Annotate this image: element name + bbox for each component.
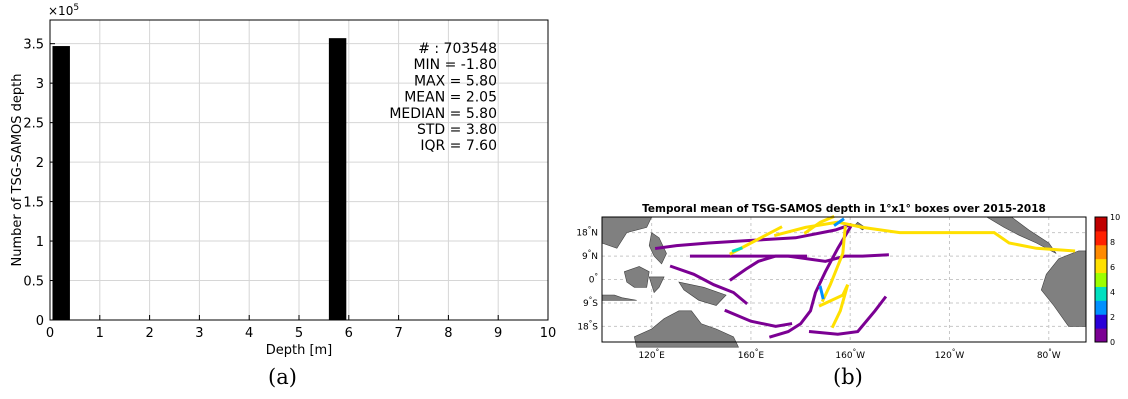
x-axis-label: Depth [m] [266, 343, 333, 358]
plot-frame [49, 19, 549, 321]
y-tick-label: 0.5 [23, 275, 44, 290]
ship-track [654, 222, 853, 250]
stats-line: MIN = -1.80 [413, 57, 497, 73]
ship-track [768, 225, 853, 339]
x-tick-label: 10 [540, 326, 557, 341]
lon-tick-label: 120°E [638, 348, 665, 361]
lat-tick-label: 18°S [577, 319, 598, 332]
map-panel: Temporal mean of TSG-SAMOS depth in 1°x1… [576, 203, 1120, 361]
stats-line: MEDIAN = 5.80 [389, 106, 497, 122]
colorbar-segment [1095, 217, 1107, 232]
lon-tick-label: 120°W [935, 348, 965, 361]
stats-line: MEAN = 2.05 [404, 90, 497, 106]
colorbar-segment [1095, 258, 1107, 274]
colorbar-segment [1095, 314, 1107, 329]
colorbar-segment [1095, 300, 1107, 315]
colorbar-tick-label: 2 [1110, 313, 1115, 322]
colorbar-tick-label: 0 [1110, 338, 1115, 347]
histogram-panel: 0 1 2 3 4 5 6 7 8 9 10 0 0.5 1 1.5 2 2.5 3 3.5 ×105 Depth [m… [10, 3, 556, 358]
ship-track [669, 264, 749, 306]
x-tick-label: 4 [245, 326, 253, 341]
y-tick-label: 2 [36, 156, 44, 171]
x-tick-label: 8 [444, 326, 452, 341]
lon-tick-label: 160°W [835, 348, 865, 361]
ship-track [773, 220, 1076, 253]
ship-track [731, 246, 743, 253]
lat-tick-label: 18°N [576, 226, 598, 239]
x-tick-label: 5 [295, 326, 303, 341]
stats-line: IQR = 7.60 [420, 138, 497, 154]
ship-track [729, 254, 807, 282]
land-mass [985, 216, 1057, 254]
land-mass [623, 266, 650, 288]
stats-line: STD = 3.80 [417, 122, 497, 138]
ship-track [803, 215, 835, 235]
histogram-bar [328, 38, 347, 320]
lat-tick-label: 9°N [582, 249, 598, 262]
ship-track [689, 253, 889, 263]
lon-tick-label: 80°W [1037, 348, 1061, 361]
colorbar-segment [1095, 328, 1107, 343]
y-tick-label: 2.5 [23, 117, 44, 132]
y-tick-label: 1 [36, 235, 44, 250]
colorbar-segment [1095, 230, 1107, 246]
lon-tick-label: 160°E [738, 348, 765, 361]
stats-line: MAX = 5.80 [414, 73, 497, 89]
x-tick-label: 9 [494, 326, 502, 341]
caption-a: (a) [268, 365, 297, 389]
y-tick-label: 3.5 [23, 38, 44, 53]
histogram-bar [52, 46, 70, 320]
ship-track [820, 225, 847, 303]
map-title: Temporal mean of TSG-SAMOS depth in 1°x1… [642, 203, 1046, 215]
colorbar-tick-label: 10 [1110, 213, 1120, 222]
caption-b: (b) [833, 365, 863, 389]
colorbar-segment [1095, 244, 1107, 260]
y-axis-label: Number of TSG-SAMOS depth [10, 73, 25, 266]
ship-track [808, 295, 888, 336]
colorbar-tick-label: 6 [1110, 263, 1115, 272]
ship-track [833, 217, 845, 227]
colorbar-tick-label: 4 [1110, 288, 1115, 297]
x-tick-label: 3 [195, 326, 203, 341]
colorbar-tick-label: 8 [1110, 238, 1115, 247]
land-mass [648, 276, 665, 294]
x-tick-label: 6 [345, 326, 353, 341]
colorbar-segment [1095, 286, 1107, 301]
x-tick-label: 2 [145, 326, 153, 341]
y-tick-label: 0 [36, 314, 44, 329]
ship-track [724, 308, 793, 328]
map-frame [601, 216, 1087, 343]
ship-track [818, 285, 825, 300]
stats-line: # : 703548 [418, 41, 497, 57]
x-tick-label: 0 [46, 326, 54, 341]
y-tick-label: 1.5 [23, 196, 44, 211]
colorbar-frame [1094, 216, 1108, 343]
land-mass [678, 281, 727, 306]
colorbar-segment [1095, 272, 1107, 287]
y-tick-label: 3 [36, 77, 44, 92]
lat-tick-label: 9°S [583, 296, 598, 309]
y-axis-multiplier: ×105 [48, 3, 79, 18]
lat-tick-label: 0° [589, 273, 598, 286]
land-mass [633, 310, 739, 348]
ship-track [818, 284, 850, 329]
x-tick-label: 7 [394, 326, 402, 341]
x-tick-label: 1 [96, 326, 104, 341]
